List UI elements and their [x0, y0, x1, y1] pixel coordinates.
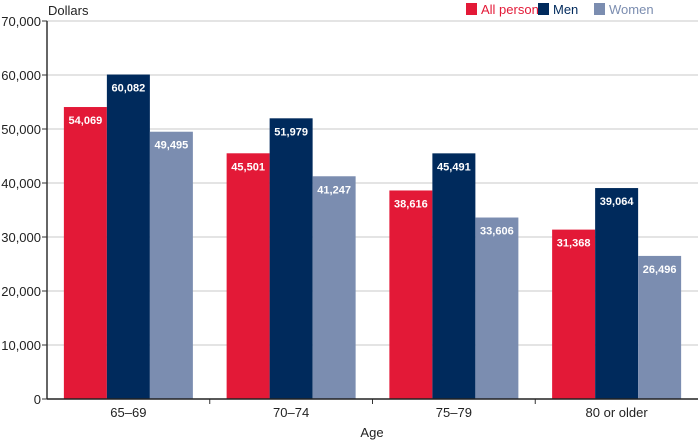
bar — [638, 255, 682, 399]
legend-swatch — [466, 3, 477, 15]
bar — [595, 188, 639, 399]
y-tick-label: 50,000 — [1, 122, 41, 137]
data-label: 49,495 — [155, 140, 189, 152]
x-tick-label: 65–69 — [110, 405, 146, 420]
bar — [63, 107, 107, 399]
y-tick-label: 30,000 — [1, 230, 41, 245]
y-tick-label: 10,000 — [1, 338, 41, 353]
bar — [149, 131, 193, 400]
x-axis: 65–69 70–74 75–79 80 or older — [47, 398, 698, 420]
data-label: 54,069 — [69, 115, 103, 127]
x-tick-label: 75–79 — [436, 405, 472, 420]
bar — [312, 176, 356, 399]
y-tick-label: 20,000 — [1, 284, 41, 299]
bar — [552, 229, 596, 399]
data-label: 38,616 — [394, 198, 428, 210]
x-axis-title: Age — [360, 425, 383, 440]
data-label: 41,247 — [317, 184, 351, 196]
bar — [269, 118, 313, 399]
y-tick-label: 70,000 — [1, 14, 41, 29]
y-axis: 0 10,000 20,000 30,000 40,000 50,000 60,000 70,… — [1, 14, 48, 407]
data-label: 39,064 — [600, 196, 635, 208]
bar — [389, 190, 433, 399]
x-tick-label: 70–74 — [273, 405, 309, 420]
bars: 54,069 60,082 49,495 45,501 51,979 41,247 38,6… — [63, 74, 682, 400]
legend-swatch — [594, 3, 605, 15]
data-label: 60,082 — [112, 83, 146, 95]
legend-swatch — [538, 3, 549, 15]
legend-label: Men — [553, 2, 578, 17]
legend-label: All persons — [481, 2, 546, 17]
bar — [432, 153, 476, 399]
data-label: 31,368 — [557, 238, 591, 250]
y-axis-title: Dollars — [48, 3, 89, 18]
bar — [226, 153, 270, 399]
data-label: 45,501 — [231, 161, 265, 173]
y-tick-label: 60,000 — [1, 68, 41, 83]
bar — [106, 74, 150, 400]
data-label: 51,979 — [274, 126, 308, 138]
data-label: 26,496 — [643, 264, 677, 276]
bar — [475, 217, 519, 399]
legend: All persons Men Women — [466, 2, 654, 17]
data-label: 45,491 — [437, 161, 471, 173]
legend-label: Women — [609, 2, 654, 17]
y-tick-label: 40,000 — [1, 176, 41, 191]
data-label: 33,606 — [480, 226, 514, 238]
y-tick-label: 0 — [34, 392, 41, 407]
x-tick-label: 80 or older — [586, 405, 649, 420]
